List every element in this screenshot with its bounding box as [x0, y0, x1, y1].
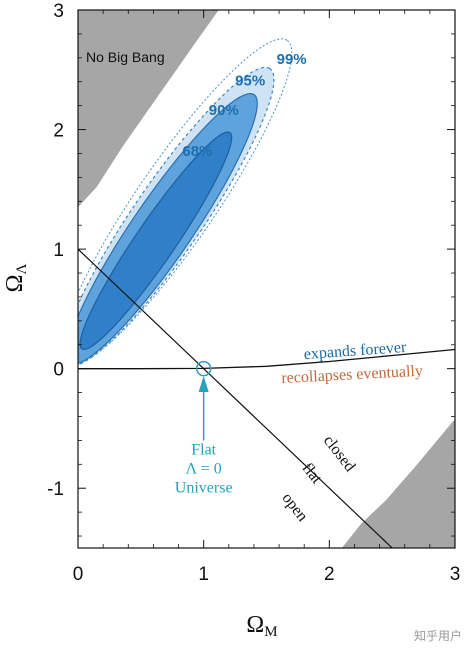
- confidence-label-90pct: 90%: [209, 102, 239, 119]
- watermark-text: 知乎用户: [414, 628, 462, 643]
- y-tick-label: 2: [53, 121, 64, 142]
- flat-universe-text-line: Flat: [191, 442, 216, 459]
- flat-universe-text-line: Λ = 0: [186, 461, 222, 478]
- plot-frame: [77, 9, 456, 549]
- flat-label: flat: [299, 460, 326, 488]
- y-tick-label: 1: [53, 240, 64, 261]
- x-tick-label: 3: [450, 564, 461, 585]
- x-axis-title-subscript: M: [264, 624, 277, 640]
- flat-universe-line: [78, 248, 393, 548]
- x-tick-label: 0: [73, 564, 84, 585]
- contour-68pct: [79, 131, 233, 351]
- confidence-label-95pct: 95%: [235, 72, 265, 89]
- recollapses-eventually-label: recollapses eventually: [281, 363, 423, 387]
- closed-label: closed: [320, 432, 359, 475]
- plot-area: [78, 10, 455, 548]
- lower-right-region: [341, 418, 455, 548]
- arrow-head: [198, 375, 209, 393]
- no-big-bang-region: [78, 10, 219, 208]
- y-tick-label: -1: [47, 479, 64, 500]
- confidence-label-99pct: 99%: [277, 51, 307, 68]
- confidence-label-68pct: 68%: [182, 143, 212, 160]
- x-axis-title: ΩM: [246, 612, 277, 640]
- contour-99pct: [78, 38, 293, 366]
- flat-universe-marker: [195, 360, 212, 377]
- expands-forever-label: expands forever: [303, 339, 407, 363]
- y-tick-label: 0: [53, 360, 64, 381]
- no-big-bang-label: No Big Bang: [86, 49, 165, 65]
- expansion-boundary-line: [78, 348, 455, 370]
- x-tick-label: 1: [198, 564, 209, 585]
- y-axis-title-subscript: Λ: [14, 264, 30, 275]
- flat-universe-text-line: Universe: [175, 480, 233, 497]
- y-tick-label: 3: [53, 1, 64, 22]
- x-tick-label: 2: [324, 564, 335, 585]
- y-axis-title: ΩΛ: [2, 264, 30, 293]
- open-label: open: [278, 490, 311, 525]
